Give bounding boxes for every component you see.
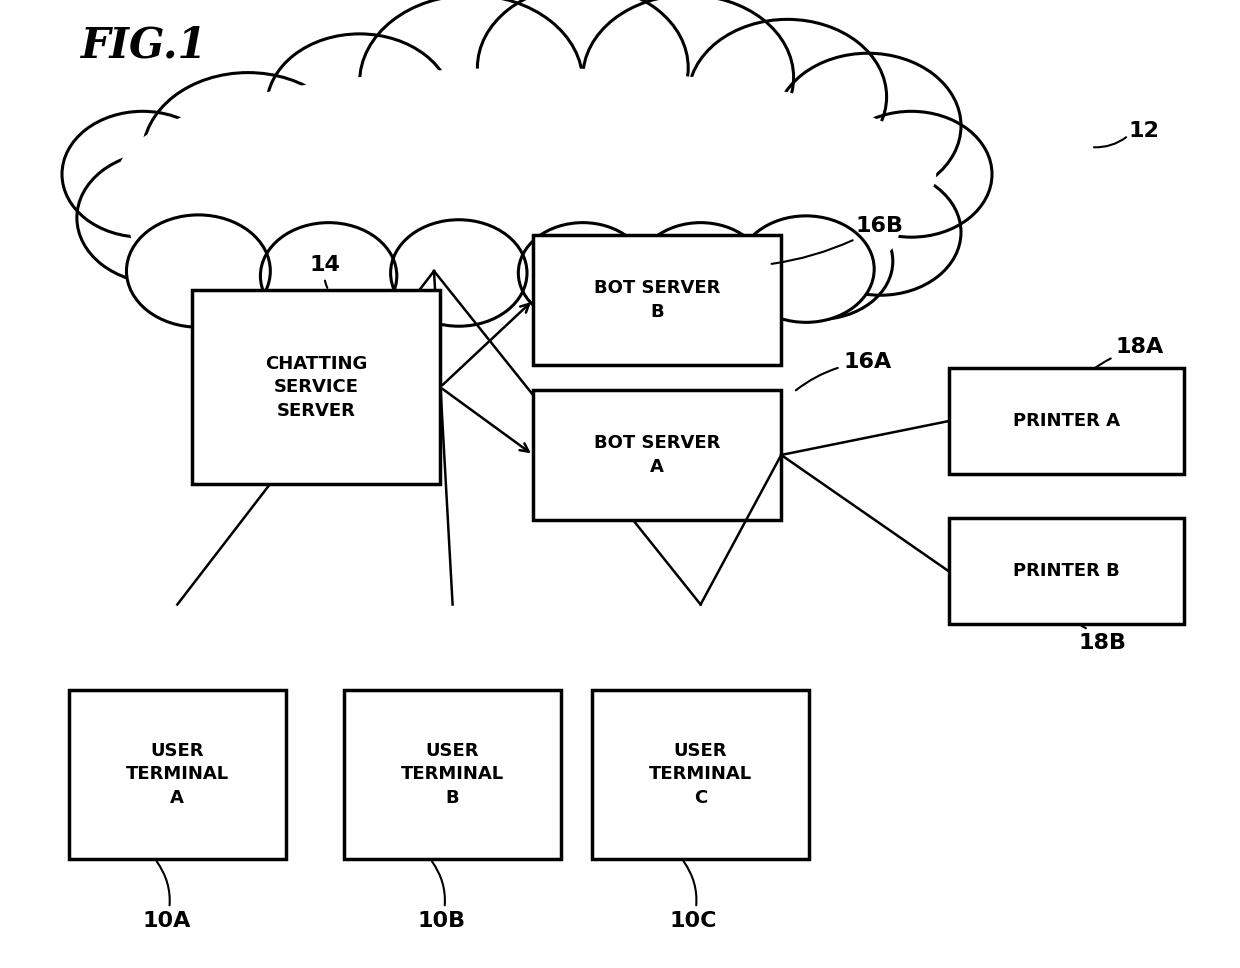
Text: 16A: 16A xyxy=(796,351,892,390)
Circle shape xyxy=(518,223,647,323)
Circle shape xyxy=(143,73,353,237)
Bar xyxy=(591,689,808,860)
Text: 16B: 16B xyxy=(771,216,904,264)
Text: 10C: 10C xyxy=(670,862,717,931)
Bar xyxy=(343,689,560,860)
Circle shape xyxy=(267,34,453,179)
Circle shape xyxy=(304,218,440,324)
Bar xyxy=(533,389,781,520)
Text: 10B: 10B xyxy=(418,862,466,931)
Text: CHATTING
SERVICE
SERVER: CHATTING SERVICE SERVER xyxy=(265,354,367,420)
Text: BOT SERVER
A: BOT SERVER A xyxy=(594,435,720,475)
Circle shape xyxy=(136,189,298,315)
Circle shape xyxy=(260,223,397,329)
Text: 18A: 18A xyxy=(1094,337,1164,369)
Circle shape xyxy=(738,216,874,322)
Circle shape xyxy=(391,220,527,326)
Ellipse shape xyxy=(118,68,936,281)
Circle shape xyxy=(636,223,765,323)
Text: 12: 12 xyxy=(1128,121,1159,140)
Text: FIG.1: FIG.1 xyxy=(81,24,207,66)
Text: BOT SERVER
B: BOT SERVER B xyxy=(594,280,720,320)
Circle shape xyxy=(744,203,893,319)
Circle shape xyxy=(831,111,992,237)
Circle shape xyxy=(459,218,583,315)
Bar xyxy=(533,234,781,366)
Circle shape xyxy=(223,213,372,329)
Circle shape xyxy=(583,0,794,160)
Text: USER
TERMINAL
A: USER TERMINAL A xyxy=(125,741,229,807)
Bar xyxy=(949,368,1184,474)
Ellipse shape xyxy=(130,145,899,319)
Bar xyxy=(68,689,285,860)
Text: PRINTER B: PRINTER B xyxy=(1013,562,1120,580)
Circle shape xyxy=(775,53,961,198)
Text: 14: 14 xyxy=(310,255,341,287)
Circle shape xyxy=(77,152,246,284)
Text: PRINTER A: PRINTER A xyxy=(1013,412,1120,430)
Text: 10A: 10A xyxy=(143,862,191,931)
Circle shape xyxy=(62,111,223,237)
Text: 18B: 18B xyxy=(1079,625,1127,652)
Text: USER
TERMINAL
B: USER TERMINAL B xyxy=(401,741,505,807)
Bar xyxy=(949,518,1184,624)
Circle shape xyxy=(601,223,738,329)
Circle shape xyxy=(800,169,961,295)
Circle shape xyxy=(384,218,508,315)
Circle shape xyxy=(477,0,688,150)
Bar xyxy=(192,290,440,484)
Circle shape xyxy=(527,218,663,324)
Circle shape xyxy=(360,0,583,169)
Circle shape xyxy=(126,215,270,327)
Circle shape xyxy=(676,218,812,324)
Circle shape xyxy=(688,19,887,174)
Text: USER
TERMINAL
C: USER TERMINAL C xyxy=(649,741,753,807)
